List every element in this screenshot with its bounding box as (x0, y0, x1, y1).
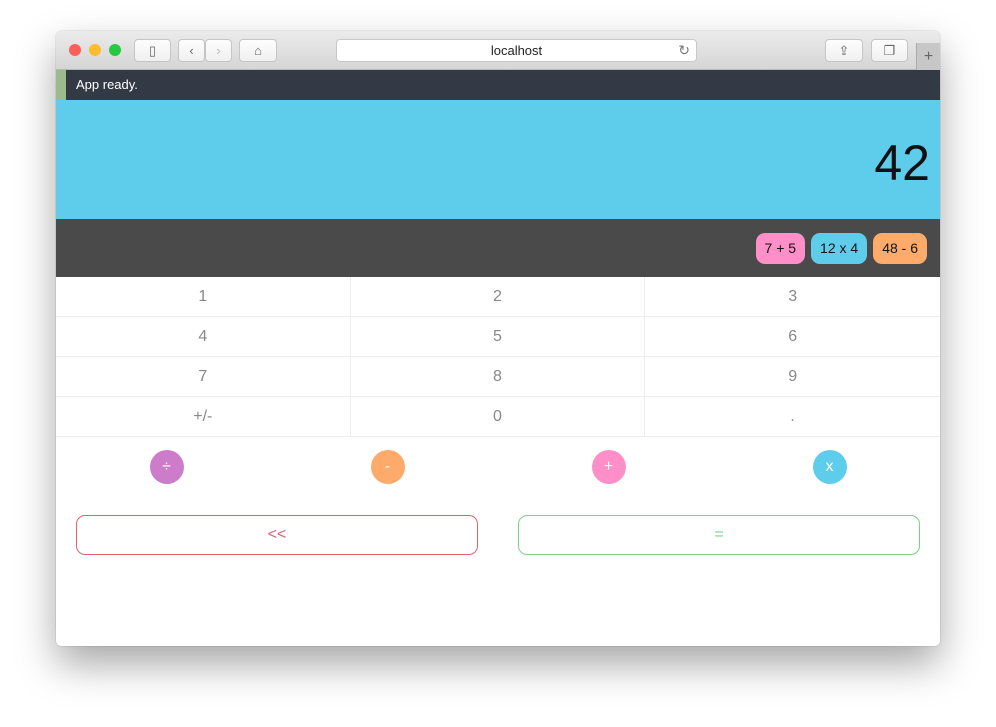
key-button[interactable]: . (645, 397, 940, 437)
operator-button[interactable]: + (591, 450, 626, 484)
back-icon[interactable]: ‹ (178, 39, 205, 62)
display: 42 (56, 100, 940, 219)
status-message: App ready. (76, 77, 138, 92)
actions: << = (56, 497, 940, 555)
sidebar-toggle-icon[interactable]: ▯ (134, 39, 171, 62)
operators: ÷ - + x (56, 437, 940, 497)
zoom-button[interactable] (109, 44, 121, 56)
key-button[interactable]: 5 (350, 317, 646, 357)
status-bar: App ready. (56, 70, 940, 100)
address-bar[interactable]: localhost ↻ (336, 39, 697, 62)
key-button[interactable]: 8 (350, 357, 646, 397)
key-button[interactable]: 2 (350, 277, 646, 317)
close-button[interactable] (69, 44, 81, 56)
minimize-button[interactable] (89, 44, 101, 56)
key-button[interactable]: +/- (56, 397, 351, 437)
key-button[interactable]: 6 (645, 317, 940, 357)
key-button[interactable]: 4 (56, 317, 351, 357)
history-chip[interactable]: 7 + 5 (755, 232, 806, 264)
url-text: localhost (490, 43, 543, 58)
key-button[interactable]: 9 (645, 357, 940, 397)
history-chip[interactable]: 48 - 6 (873, 232, 927, 264)
keypad: 1 2 3 4 5 6 7 8 9 +/- 0. (56, 277, 940, 437)
operator-button[interactable]: ÷ (149, 450, 184, 484)
key-button[interactable]: 1 (56, 277, 351, 317)
history-chip[interactable]: 12 x 4 (811, 232, 868, 264)
tabs-icon[interactable]: ❐ (871, 39, 908, 62)
backspace-button[interactable]: << (76, 515, 478, 555)
display-value: 42 (874, 135, 930, 191)
history-bar: 7 + 5 12 x 4 48 - 6 (56, 219, 940, 277)
equals-button[interactable]: = (518, 515, 920, 555)
titlebar: ▯ ‹ › ⌂ localhost ↻ ⇪ ❐ + (56, 31, 940, 70)
key-button[interactable]: 7 (56, 357, 351, 397)
key-button[interactable]: 3 (645, 277, 940, 317)
share-icon[interactable]: ⇪ (825, 39, 863, 62)
home-icon[interactable]: ⌂ (239, 39, 277, 62)
key-button[interactable]: 0 (350, 397, 646, 437)
operator-button[interactable]: x (812, 450, 847, 484)
browser-window: ▯ ‹ › ⌂ localhost ↻ ⇪ ❐ + App ready. 42 7… (56, 31, 940, 646)
new-tab-icon[interactable]: + (916, 43, 940, 70)
operator-button[interactable]: - (370, 450, 405, 484)
reload-icon[interactable]: ↻ (678, 42, 690, 58)
forward-icon[interactable]: › (205, 39, 232, 62)
